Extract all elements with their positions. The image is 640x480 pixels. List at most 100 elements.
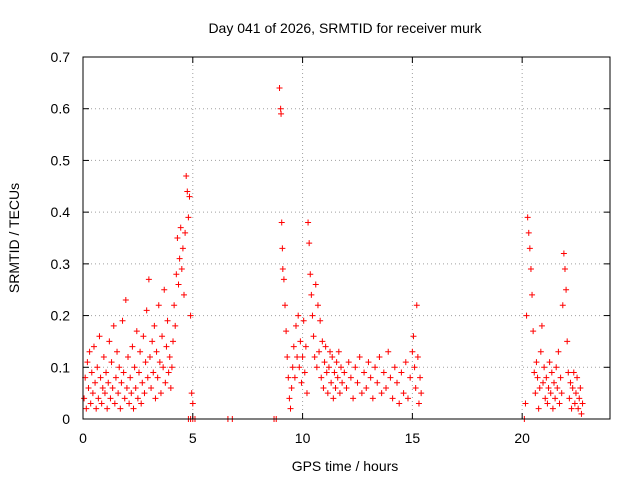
data-point [151, 322, 158, 329]
data-point [185, 214, 192, 221]
data-point [189, 400, 196, 407]
data-point [345, 359, 352, 366]
data-point [378, 390, 385, 397]
data-point [532, 390, 539, 397]
data-point [177, 224, 184, 231]
data-point [137, 348, 144, 355]
data-point [372, 364, 379, 371]
data-point [146, 353, 153, 360]
data-point [568, 405, 575, 412]
data-point [354, 379, 361, 386]
data-point [183, 172, 190, 179]
data-point [85, 384, 92, 391]
data-point [318, 374, 325, 381]
data-point [541, 364, 548, 371]
y-tick-label: 0.5 [51, 152, 71, 168]
data-point [119, 317, 126, 324]
data-point [121, 395, 128, 402]
data-point [120, 369, 127, 376]
data-point [560, 250, 567, 257]
data-point [188, 390, 195, 397]
data-point [328, 379, 335, 386]
data-point [554, 384, 561, 391]
data-point [333, 359, 340, 366]
data-point [168, 364, 175, 371]
data-point [561, 266, 568, 273]
data-point [323, 369, 330, 376]
data-point [537, 348, 544, 355]
y-tick-label: 0.1 [51, 359, 71, 375]
data-point [81, 395, 88, 402]
data-point [129, 343, 136, 350]
data-point [278, 110, 285, 117]
data-point [114, 348, 121, 355]
data-point [122, 297, 129, 304]
data-point [153, 348, 160, 355]
data-point [564, 338, 571, 345]
data-point [141, 390, 148, 397]
data-point [525, 229, 532, 236]
data-point [332, 384, 339, 391]
data-point [526, 245, 533, 252]
data-point [294, 353, 301, 360]
data-point [358, 390, 365, 397]
data-point [374, 379, 381, 386]
data-point [134, 395, 141, 402]
data-point [161, 286, 168, 293]
data-point [385, 348, 392, 355]
data-point [308, 291, 315, 298]
data-point [577, 384, 584, 391]
data-point [553, 364, 560, 371]
data-point [138, 400, 145, 407]
data-point [179, 245, 186, 252]
data-point [343, 384, 350, 391]
data-point [157, 390, 164, 397]
data-point [292, 322, 299, 329]
data-point [104, 405, 111, 412]
data-point [92, 379, 99, 386]
data-point [578, 410, 585, 417]
data-point [341, 369, 348, 376]
data-point [280, 276, 287, 283]
data-point [549, 405, 556, 412]
data-point [329, 353, 336, 360]
data-point [387, 374, 394, 381]
data-point [542, 395, 549, 402]
data-point [302, 343, 309, 350]
data-point [128, 390, 135, 397]
data-point [182, 229, 189, 236]
data-point [380, 369, 387, 376]
data-point [407, 374, 414, 381]
data-point [404, 395, 411, 402]
data-point [579, 400, 586, 407]
data-point [556, 400, 563, 407]
data-point [173, 271, 180, 278]
data-point [324, 390, 331, 397]
data-point [413, 302, 420, 309]
data-point [557, 374, 564, 381]
data-point [411, 364, 418, 371]
data-point [316, 348, 323, 355]
data-point [572, 390, 579, 397]
data-point [166, 353, 173, 360]
data-point [98, 400, 105, 407]
data-point [282, 302, 289, 309]
data-point [394, 379, 401, 386]
data-point [576, 395, 583, 402]
data-point [150, 369, 157, 376]
x-tick-label: 15 [405, 430, 421, 446]
data-point [319, 338, 326, 345]
data-point [356, 353, 363, 360]
data-point [290, 343, 297, 350]
data-point [283, 328, 290, 335]
data-point [301, 369, 308, 376]
data-point [154, 374, 161, 381]
data-point [313, 364, 320, 371]
data-point [565, 369, 572, 376]
data-point [322, 343, 329, 350]
data-point [165, 369, 172, 376]
data-point [309, 312, 316, 319]
y-tick-label: 0.7 [51, 49, 71, 65]
data-point [143, 307, 150, 314]
